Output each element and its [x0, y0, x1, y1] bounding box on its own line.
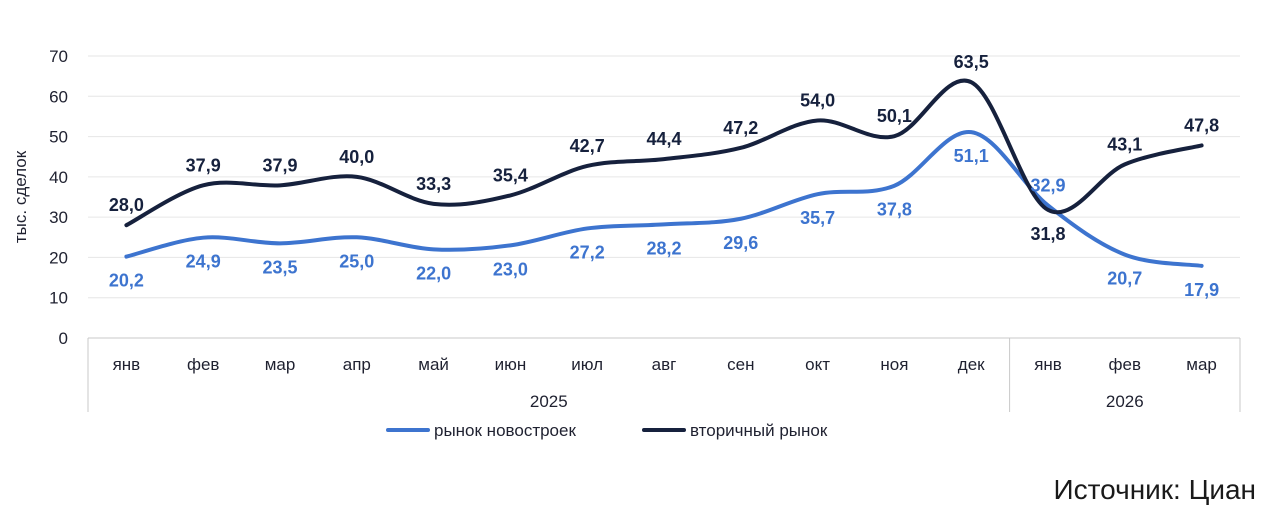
- y-tick-label: 60: [49, 87, 68, 106]
- data-label: 47,8: [1184, 115, 1219, 135]
- data-label: 51,1: [954, 146, 989, 166]
- x-tick-label: янв: [1034, 355, 1062, 374]
- y-tick-label: 30: [49, 208, 68, 227]
- y-tick-label: 50: [49, 128, 68, 147]
- legend-label: рынок новостроек: [434, 421, 576, 440]
- y-axis-label: тыс. сделок: [11, 150, 30, 243]
- data-label: 27,2: [570, 242, 605, 262]
- data-label: 32,9: [1030, 175, 1065, 195]
- data-label: 63,5: [954, 52, 989, 72]
- data-label: 50,1: [877, 106, 912, 126]
- data-label: 20,7: [1107, 269, 1142, 289]
- data-label: 24,9: [186, 252, 221, 272]
- data-label: 28,2: [646, 238, 681, 258]
- y-tick-label: 70: [49, 47, 68, 66]
- y-tick-label: 10: [49, 289, 68, 308]
- y-axis-ticks: 0 10 20 30 40 50 60 70: [49, 47, 68, 348]
- legend: рынок новостроек вторичный рынок: [386, 421, 828, 440]
- series-line-secondary: [124, 78, 1204, 228]
- x-tick-label: фев: [1109, 355, 1141, 374]
- x-tick-label: сен: [727, 355, 754, 374]
- series-lines: [124, 78, 1204, 268]
- year-label: 2026: [1106, 392, 1144, 411]
- x-tick-label: дек: [958, 355, 985, 374]
- data-label: 25,0: [339, 251, 374, 271]
- source-note: Источник: Циан: [1053, 474, 1256, 505]
- data-label: 33,3: [416, 174, 451, 194]
- x-tick-label: апр: [343, 355, 371, 374]
- x-tick-label: июл: [571, 355, 603, 374]
- legend-label: вторичный рынок: [690, 421, 828, 440]
- x-tick-label: июн: [495, 355, 527, 374]
- data-label: 20,2: [109, 271, 144, 291]
- x-tick-label: май: [418, 355, 449, 374]
- data-label: 35,4: [493, 165, 528, 185]
- x-tick-label: янв: [113, 355, 141, 374]
- data-label: 23,5: [262, 257, 297, 277]
- grid-lines: [88, 55, 1240, 299]
- x-tick-label: фев: [187, 355, 219, 374]
- y-tick-label: 40: [49, 168, 68, 187]
- y-tick-label: 0: [59, 329, 68, 348]
- data-label: 22,0: [416, 263, 451, 283]
- data-label: 35,7: [800, 208, 835, 228]
- data-label: 42,7: [570, 136, 605, 156]
- year-labels: 2025 2026: [530, 392, 1144, 411]
- data-label: 28,0: [109, 195, 144, 215]
- data-label: 40,0: [339, 147, 374, 167]
- line-chart: 0 10 20 30 40 50 60 70 тыс. сделок янв фев мар апр…: [11, 47, 1241, 440]
- year-label: 2025: [530, 392, 568, 411]
- data-label: 37,9: [186, 155, 221, 175]
- y-tick-label: 20: [49, 248, 68, 267]
- data-label: 47,2: [723, 118, 758, 138]
- data-label: 37,8: [877, 200, 912, 220]
- data-labels: 20,2 24,9 23,5 25,0 22,0 23,0 27,2 28,2 29,6 35,7…: [109, 52, 1219, 300]
- data-label: 37,9: [262, 155, 297, 175]
- category-labels: янв фев мар апр май июн июл авг сен окт ноя дек янв ф…: [113, 355, 1217, 374]
- data-label: 23,0: [493, 259, 528, 279]
- data-label: 17,9: [1184, 280, 1219, 300]
- data-label: 43,1: [1107, 134, 1142, 154]
- x-tick-label: авг: [652, 355, 677, 374]
- data-label: 54,0: [800, 90, 835, 110]
- x-tick-label: окт: [805, 355, 830, 374]
- data-label: 44,4: [646, 129, 681, 149]
- x-tick-label: мар: [1186, 355, 1217, 374]
- category-axis-table: [87, 337, 1241, 412]
- x-tick-label: ноя: [880, 355, 908, 374]
- data-label: 31,8: [1030, 224, 1065, 244]
- data-label: 29,6: [723, 233, 758, 253]
- x-tick-label: мар: [265, 355, 296, 374]
